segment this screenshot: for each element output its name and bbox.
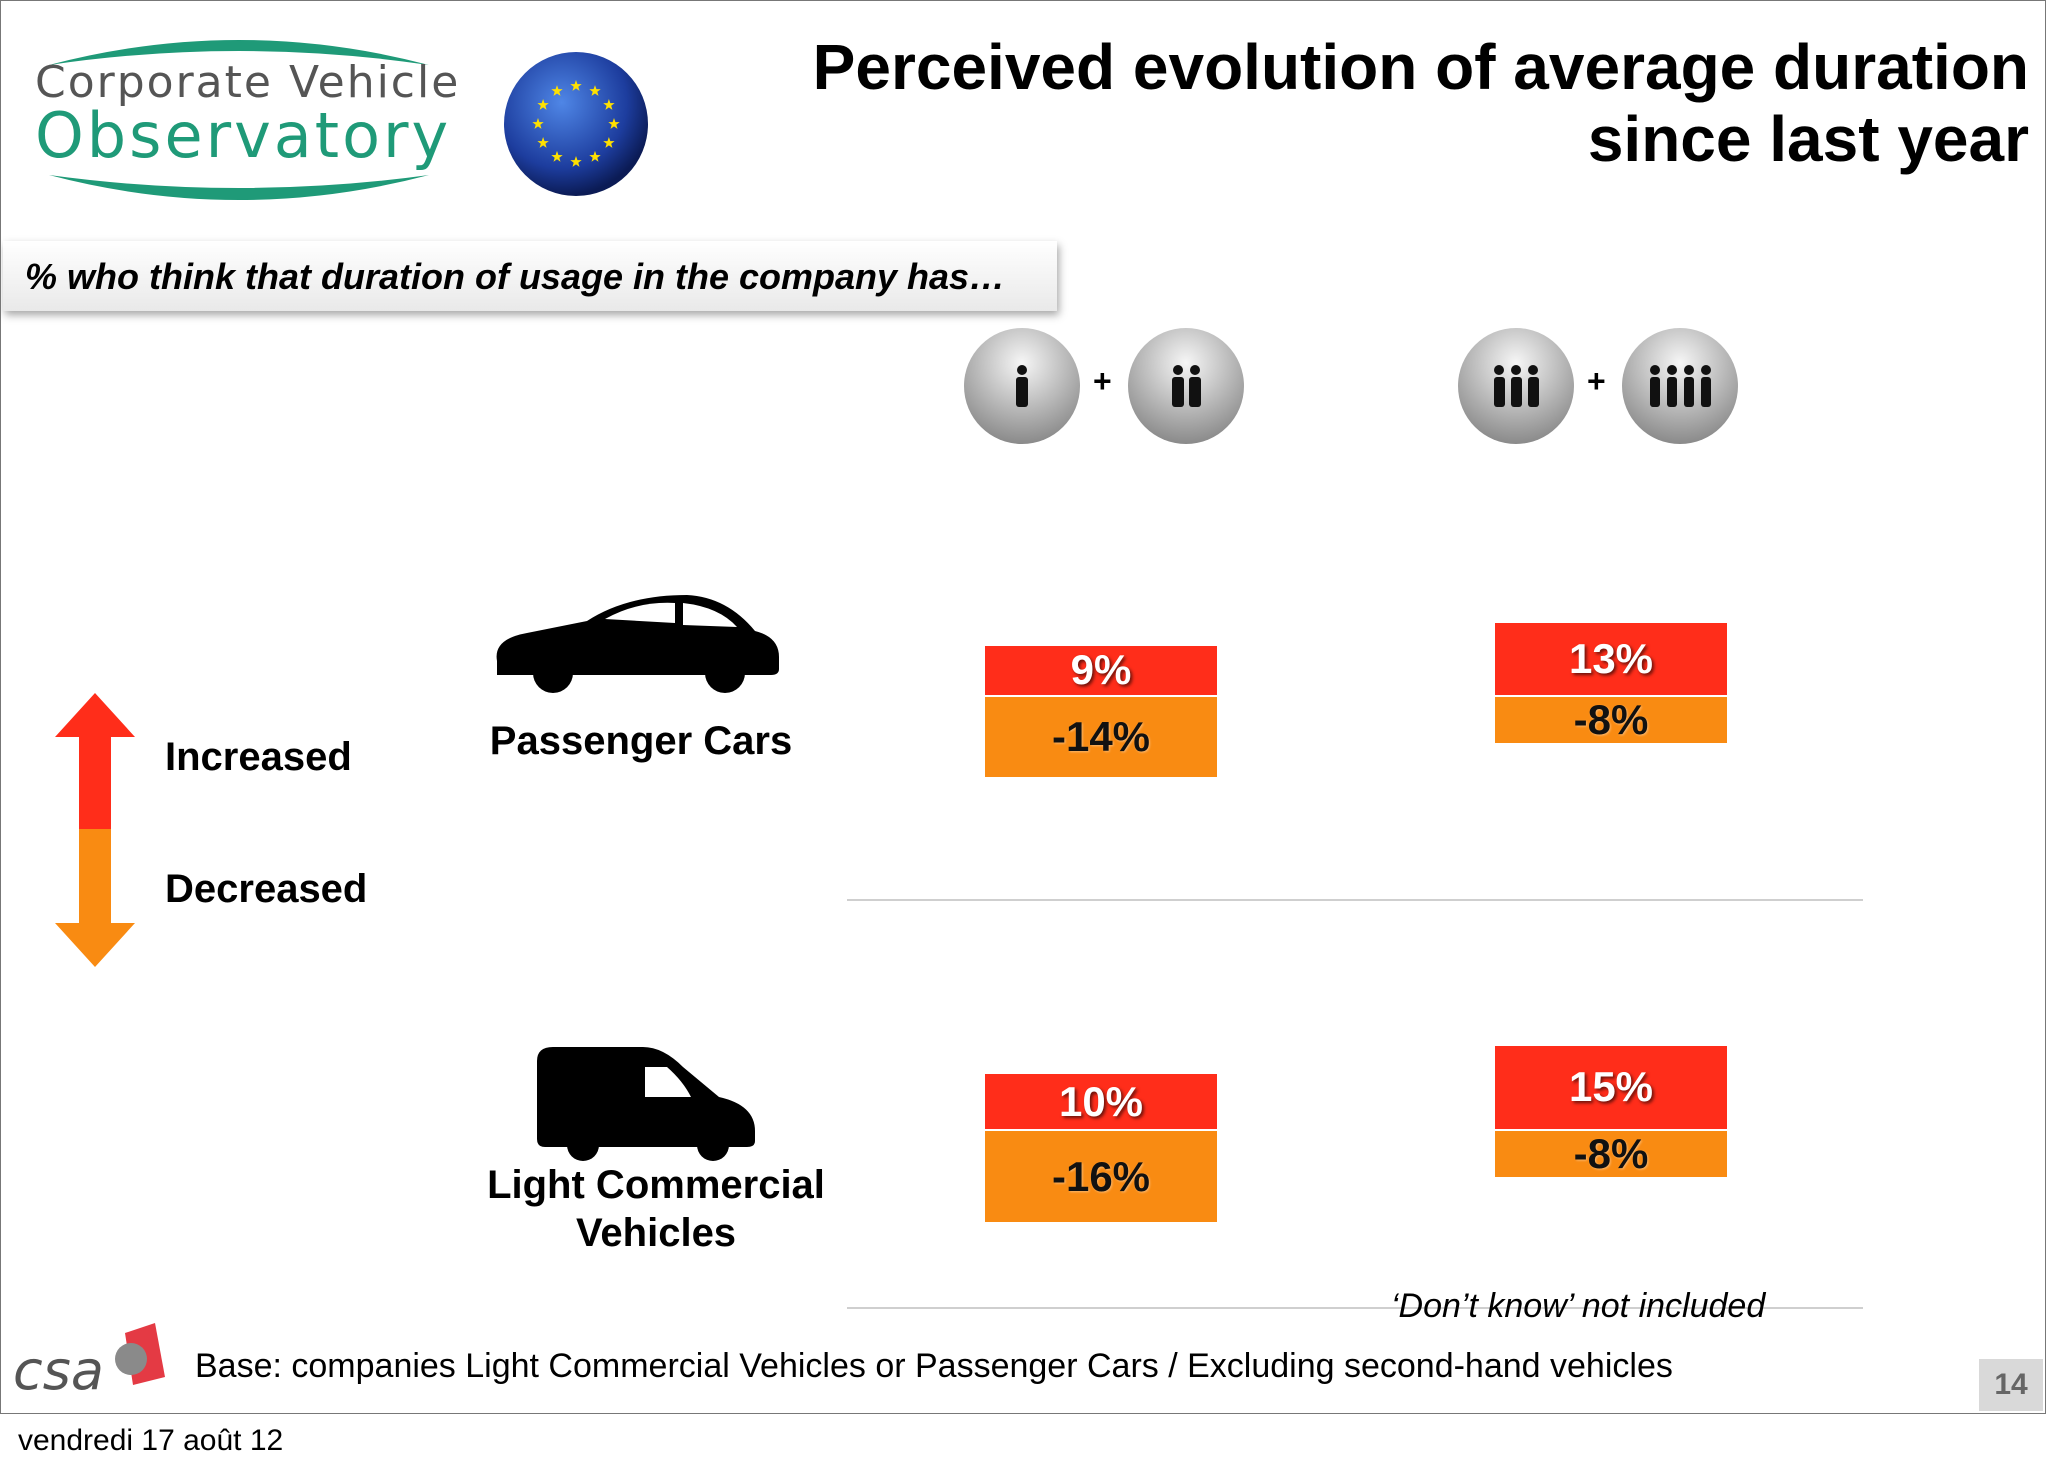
row-label-light-commercial-vehicles: Light Commercial Vehicles xyxy=(451,1161,861,1257)
bar-decreased: -8% xyxy=(1495,1130,1727,1177)
bar-increased: 15% xyxy=(1495,1045,1727,1131)
bar-decreased: -14% xyxy=(985,697,1217,777)
eu-star-icon xyxy=(608,118,620,129)
bottom-divider xyxy=(847,1307,1863,1309)
plus-sign: + xyxy=(1587,363,1606,399)
eu-star-icon xyxy=(589,150,601,162)
eu-star-icon xyxy=(551,150,563,162)
eu-star-icon xyxy=(589,85,601,96)
slide: Corporate Vehicle Observatory Perceived … xyxy=(0,0,2046,1414)
row-divider xyxy=(847,899,1863,901)
four-people-icon xyxy=(1619,325,1741,452)
subtitle: % who think that duration of usage in th… xyxy=(25,256,1006,297)
bar-decreased: -8% xyxy=(1495,696,1727,743)
bar-increased: 9% xyxy=(985,645,1217,697)
legend-increased: Increased xyxy=(165,735,352,779)
logo-line2: Observatory xyxy=(35,99,452,172)
csa-logo-mark-icon xyxy=(115,1323,165,1385)
dont-know-note: ‘Don’t know’ not included xyxy=(1391,1287,1766,1325)
eu-star-icon xyxy=(537,137,549,148)
eu-star-icon xyxy=(603,137,615,148)
eu-star-icon xyxy=(603,99,615,110)
page-number: 14 xyxy=(1979,1359,2043,1411)
logo-line1: Corporate Vehicle xyxy=(35,57,461,108)
date-footer: vendredi 17 août 12 xyxy=(18,1424,284,1457)
one-person-icon xyxy=(961,325,1083,452)
bar-increased: 13% xyxy=(1495,622,1727,697)
bar-decreased: -16% xyxy=(985,1131,1217,1223)
bar-increased: 10% xyxy=(985,1074,1217,1131)
eu-star-icon xyxy=(551,85,563,96)
base-note: Base: companies Light Commercial Vehicle… xyxy=(195,1347,1673,1385)
increase-decrease-arrow-icon xyxy=(55,693,135,967)
eu-flag-globe-icon xyxy=(504,52,648,196)
eu-star-icon xyxy=(537,99,549,110)
van-icon xyxy=(537,1047,755,1161)
eu-star-icon xyxy=(532,118,544,129)
row-label-line1: Light Commercial xyxy=(487,1163,825,1207)
eu-star-icon xyxy=(570,156,582,167)
csa-logo-text: csa xyxy=(13,1339,104,1402)
eu-star-icon xyxy=(570,80,582,91)
subtitle-band xyxy=(3,241,1057,311)
row-label-passenger-cars: Passenger Cars xyxy=(489,719,793,763)
car-icon xyxy=(496,595,779,693)
page-title: Perceived evolution of average duration … xyxy=(812,31,2029,175)
three-people-icon xyxy=(1455,325,1577,452)
logo-swoosh-icon xyxy=(49,40,429,200)
two-people-icon xyxy=(1125,325,1247,452)
legend-decreased: Decreased xyxy=(165,867,368,911)
row-label-line2: Vehicles xyxy=(575,1211,737,1255)
plus-sign: + xyxy=(1093,363,1112,399)
